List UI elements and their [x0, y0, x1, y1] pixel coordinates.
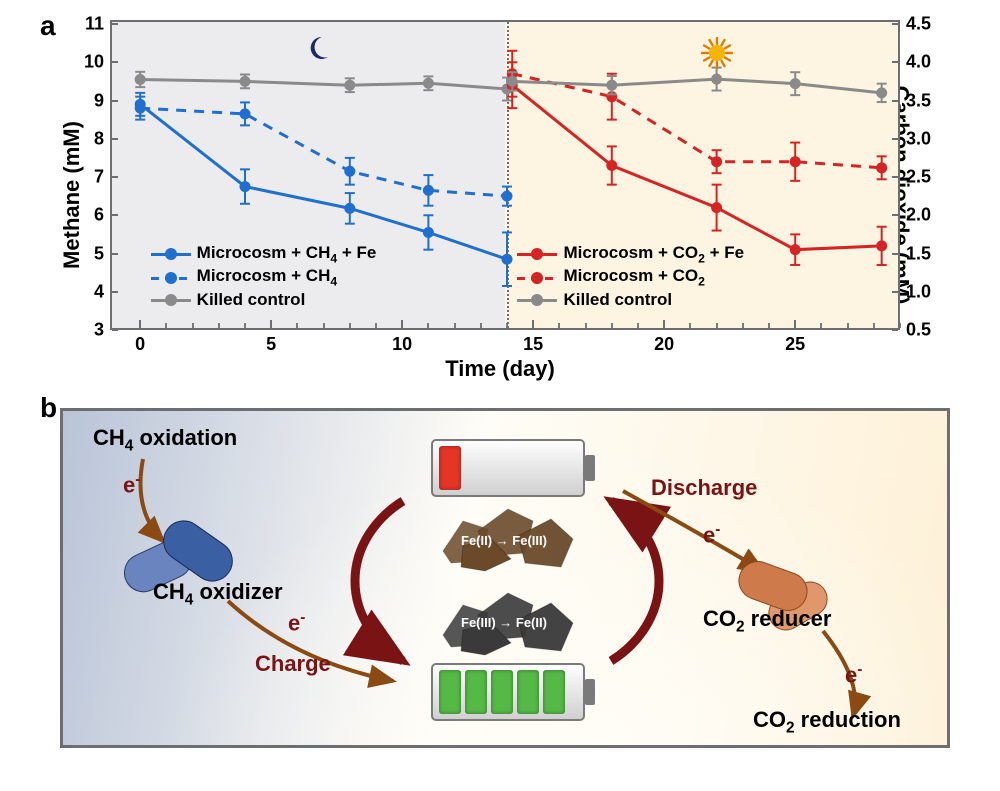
- label-ch4-oxidation: CH4 oxidation: [93, 425, 237, 455]
- sun-icon: [701, 37, 733, 74]
- battery-full: [431, 663, 585, 721]
- mineral-top-text: Fe(II) → Fe(III): [461, 533, 547, 548]
- label-e3: e-: [703, 521, 720, 548]
- label-co2-reducer: CO2 reducer: [703, 606, 831, 636]
- label-e2: e-: [288, 609, 305, 636]
- label-co2-reduction: CO2 reduction: [753, 707, 901, 737]
- label-ch4-oxidizer: CH4 oxidizer: [153, 579, 283, 609]
- label-discharge: Discharge: [651, 475, 757, 501]
- figure: a Methane (mM) Carbon dioxide (mM) 34567…: [0, 0, 1000, 778]
- panel-b: b Fe(II) → Fe(III) Fe(III) → Fe(II) CH4 …: [20, 398, 980, 758]
- diagram-box: Fe(II) → Fe(III) Fe(III) → Fe(II) CH4 ox…: [60, 408, 950, 748]
- battery-cap: [585, 679, 595, 705]
- mineral-fe2-to-fe3: Fe(II) → Fe(III): [433, 501, 583, 573]
- mineral-bottom-text: Fe(III) → Fe(II): [461, 615, 547, 630]
- battery-low: [431, 439, 585, 497]
- legend-right: Microcosm + CO2 + FeMicrocosm + CO2Kille…: [517, 242, 744, 311]
- panel-b-label: b: [40, 392, 57, 424]
- chart-plot-area: 345678910110.51.01.52.02.53.03.54.04.505…: [110, 20, 900, 330]
- label-e4: e-: [845, 661, 862, 688]
- battery-cap: [585, 455, 595, 481]
- y-left-title: Methane (mM): [59, 121, 85, 269]
- moon-icon: [304, 35, 330, 66]
- mineral-fe3-to-fe2: Fe(III) → Fe(II): [433, 585, 583, 657]
- label-e1: e-: [123, 471, 140, 498]
- panel-a-label: a: [40, 10, 56, 42]
- x-axis-title: Time (day): [445, 356, 555, 382]
- panel-a: a Methane (mM) Carbon dioxide (mM) 34567…: [20, 10, 980, 380]
- legend-left: Microcosm + CH4 + FeMicrocosm + CH4Kille…: [151, 242, 377, 311]
- label-charge: Charge: [255, 651, 331, 677]
